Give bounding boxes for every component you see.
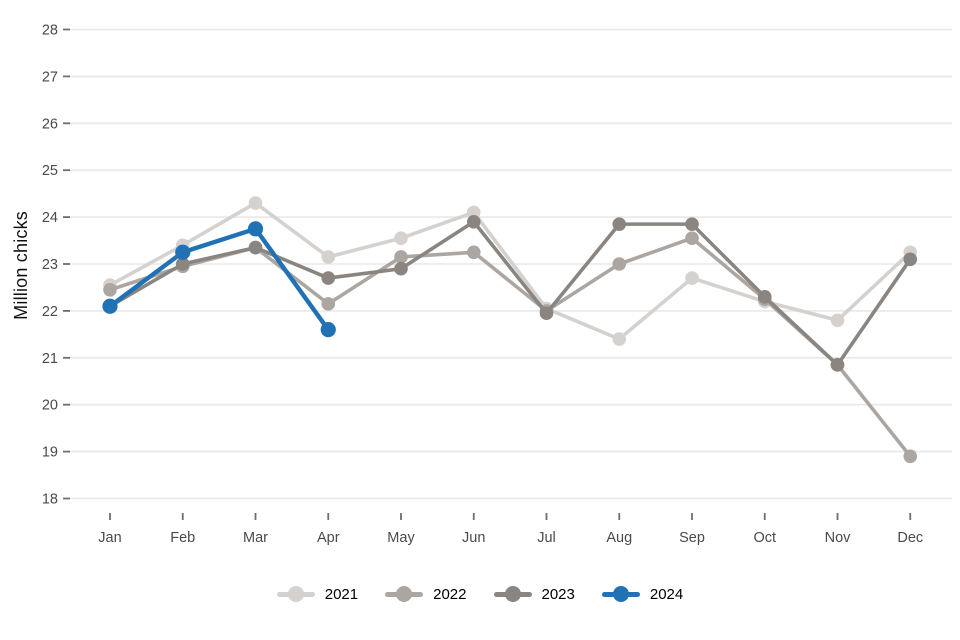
x-tick-label: Dec xyxy=(897,530,923,546)
data-point[interactable] xyxy=(612,217,627,231)
y-tick-label: 27 xyxy=(42,69,58,85)
data-point[interactable] xyxy=(103,282,117,297)
legend-marker-icon xyxy=(601,585,640,603)
y-tick-label: 26 xyxy=(42,116,58,132)
x-tick-label: May xyxy=(387,530,415,546)
data-point[interactable] xyxy=(466,205,481,220)
data-point[interactable] xyxy=(466,245,481,260)
y-tick-label: 18 xyxy=(42,492,58,508)
data-point[interactable] xyxy=(685,231,699,246)
legend-item-2024[interactable]: 2024 xyxy=(601,585,684,603)
data-point[interactable] xyxy=(466,214,481,229)
x-tick-label: Jun xyxy=(462,530,485,546)
series-2023 xyxy=(103,214,918,372)
x-tick-label: Sep xyxy=(679,530,705,546)
y-tick-label: 21 xyxy=(42,351,58,367)
series-line xyxy=(108,219,913,367)
data-point[interactable] xyxy=(394,261,408,276)
data-point[interactable] xyxy=(830,358,845,372)
data-point[interactable] xyxy=(248,240,263,255)
x-tick-label: Feb xyxy=(170,530,195,546)
data-point[interactable] xyxy=(175,257,190,271)
x-tick-label: Oct xyxy=(753,530,776,546)
x-tick-label: Jul xyxy=(537,530,556,546)
legend-marker-icon xyxy=(385,585,424,603)
x-tick-label: Aug xyxy=(606,530,632,546)
data-point[interactable] xyxy=(248,196,263,210)
y-tick-label: 20 xyxy=(42,398,58,414)
series-line xyxy=(107,226,331,332)
data-point[interactable] xyxy=(830,313,845,328)
data-point[interactable] xyxy=(685,271,699,285)
legend-item-2022[interactable]: 2022 xyxy=(385,585,467,603)
y-tick-label: 19 xyxy=(42,445,58,461)
y-tick-label: 22 xyxy=(42,304,58,320)
legend-label: 2021 xyxy=(324,585,359,603)
x-tick-label: Nov xyxy=(825,530,852,546)
data-point[interactable] xyxy=(394,231,408,246)
series-line xyxy=(108,236,913,459)
data-point[interactable] xyxy=(612,332,627,346)
x-tick-label: Mar xyxy=(243,530,268,546)
data-point[interactable] xyxy=(321,297,336,311)
plot-area: 18 19 20 21 22 23 24 25 26 27 28 Jan Feb Mar Apr May Jun… xyxy=(42,23,952,546)
legend-item-2021[interactable]: 2021 xyxy=(276,585,359,603)
data-point[interactable] xyxy=(321,271,336,285)
legend-item-2023[interactable]: 2023 xyxy=(493,585,575,603)
y-tick-label: 24 xyxy=(42,210,58,226)
data-point[interactable] xyxy=(247,221,264,237)
data-point[interactable] xyxy=(903,252,918,267)
legend-marker-icon xyxy=(493,585,532,603)
legend-label: 2022 xyxy=(433,585,467,603)
data-point[interactable] xyxy=(612,257,627,271)
data-point[interactable] xyxy=(903,449,918,464)
data-point[interactable] xyxy=(320,322,336,338)
data-point[interactable] xyxy=(394,250,408,264)
data-point[interactable] xyxy=(321,250,336,264)
legend-label: 2023 xyxy=(541,585,575,603)
x-tick-label: Apr xyxy=(317,530,340,546)
legend: 2021 2022 2023 2024 xyxy=(0,585,960,603)
series-2024 xyxy=(102,221,336,338)
y-tick-label: 28 xyxy=(42,23,58,39)
data-point[interactable] xyxy=(757,290,772,304)
series-line xyxy=(108,201,913,341)
data-point[interactable] xyxy=(175,244,191,260)
x-tick-label: Jan xyxy=(98,530,121,546)
legend-label: 2024 xyxy=(649,585,684,603)
y-tick-label: 25 xyxy=(42,163,58,179)
data-point[interactable] xyxy=(539,306,554,321)
legend-marker-icon xyxy=(276,585,315,603)
data-point[interactable] xyxy=(685,217,699,231)
y-tick-label: 23 xyxy=(42,257,58,273)
data-point[interactable] xyxy=(102,298,118,314)
